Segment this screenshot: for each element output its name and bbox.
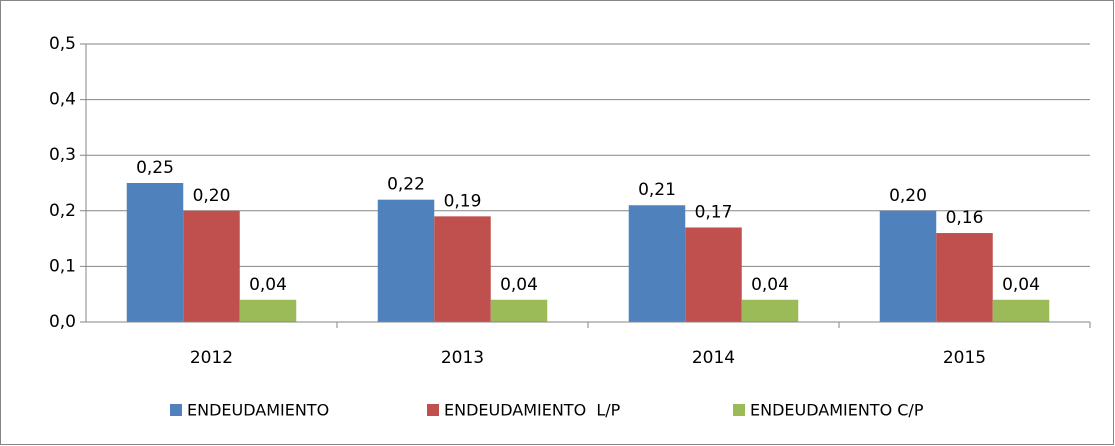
- y-tick-label: 0,0: [49, 312, 76, 332]
- bar: [183, 210, 240, 322]
- value-label: 0,04: [249, 275, 287, 295]
- bar: [628, 205, 686, 322]
- legend-swatch: [170, 404, 182, 416]
- y-tick-label: 0,1: [49, 256, 76, 276]
- x-tick-label: 2013: [441, 348, 484, 368]
- value-label: 0,04: [500, 275, 538, 295]
- legend-swatch: [733, 404, 745, 416]
- value-label: 0,19: [444, 191, 482, 211]
- value-label: 0,04: [1002, 275, 1040, 295]
- bar: [936, 233, 993, 322]
- legend-label: ENDEUDAMIENTO L/P: [444, 401, 621, 420]
- bar: [126, 183, 184, 322]
- bar: [741, 299, 799, 322]
- value-label: 0,25: [136, 158, 174, 178]
- value-label: 0,22: [387, 175, 425, 195]
- y-tick-label: 0,2: [49, 201, 76, 221]
- bar: [490, 299, 548, 322]
- bar: [879, 210, 937, 322]
- value-label: 0,20: [193, 186, 231, 206]
- x-tick-label: 2012: [190, 348, 233, 368]
- y-tick-label: 0,5: [49, 34, 76, 54]
- value-label: 0,16: [946, 208, 984, 228]
- x-tick-label: 2014: [692, 348, 735, 368]
- bar: [377, 199, 435, 322]
- value-label: 0,04: [751, 275, 789, 295]
- bar: [434, 216, 491, 322]
- y-tick-label: 0,3: [49, 145, 76, 165]
- x-tick-label: 2015: [943, 348, 986, 368]
- value-label: 0,21: [638, 180, 676, 200]
- legend-label: ENDEUDAMIENTO C/P: [750, 401, 924, 420]
- bar: [992, 299, 1050, 322]
- value-label: 0,17: [695, 202, 733, 222]
- bar: [685, 227, 742, 322]
- legend-swatch: [427, 404, 439, 416]
- bar: [239, 299, 297, 322]
- y-tick-label: 0,4: [49, 90, 76, 110]
- value-label: 0,20: [889, 186, 927, 206]
- legend-label: ENDEUDAMIENTO: [187, 401, 329, 420]
